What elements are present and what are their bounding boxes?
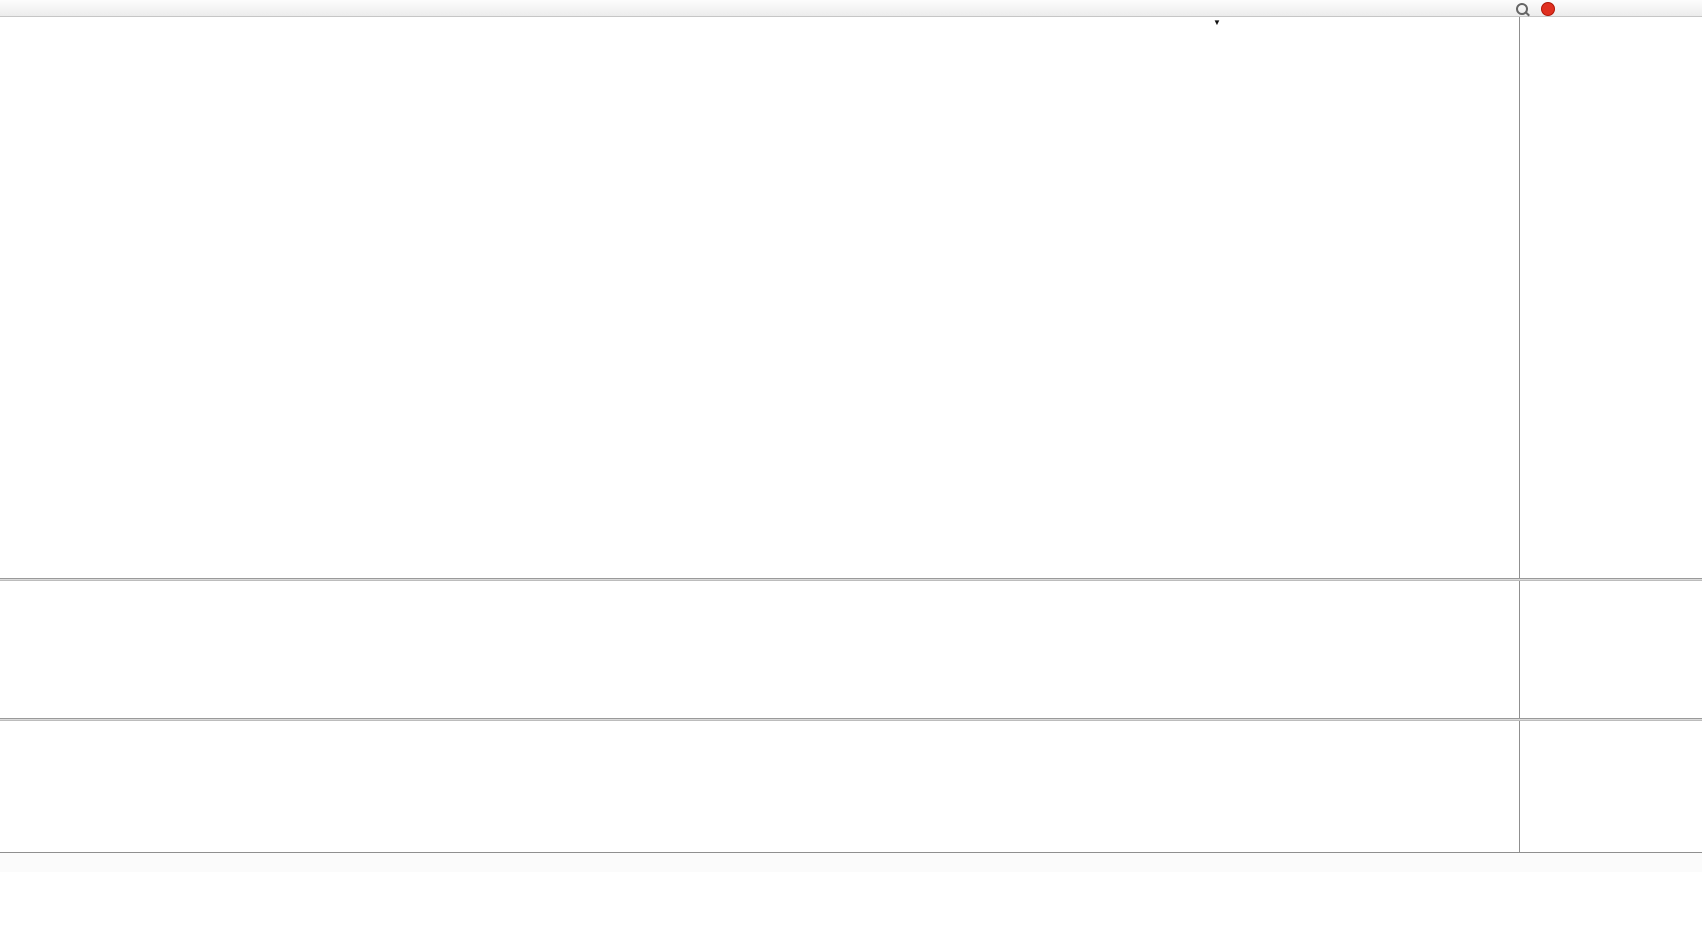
price-axis-border (1519, 17, 1520, 872)
panel-splitter-macd[interactable] (0, 578, 1702, 581)
bottom-empty-area (0, 872, 1702, 938)
panel-splitter-rsi[interactable] (0, 718, 1702, 721)
last-bar-marker-icon: ▼ (1213, 18, 1221, 27)
macd-panel-canvas[interactable] (0, 581, 1519, 718)
toolbar (0, 0, 1702, 17)
notification-badge[interactable] (1541, 2, 1555, 16)
main-chart-canvas[interactable] (0, 17, 1519, 578)
rsi-panel-canvas[interactable] (0, 721, 1519, 852)
search-icon[interactable] (1516, 3, 1528, 15)
time-axis[interactable] (0, 852, 1702, 872)
